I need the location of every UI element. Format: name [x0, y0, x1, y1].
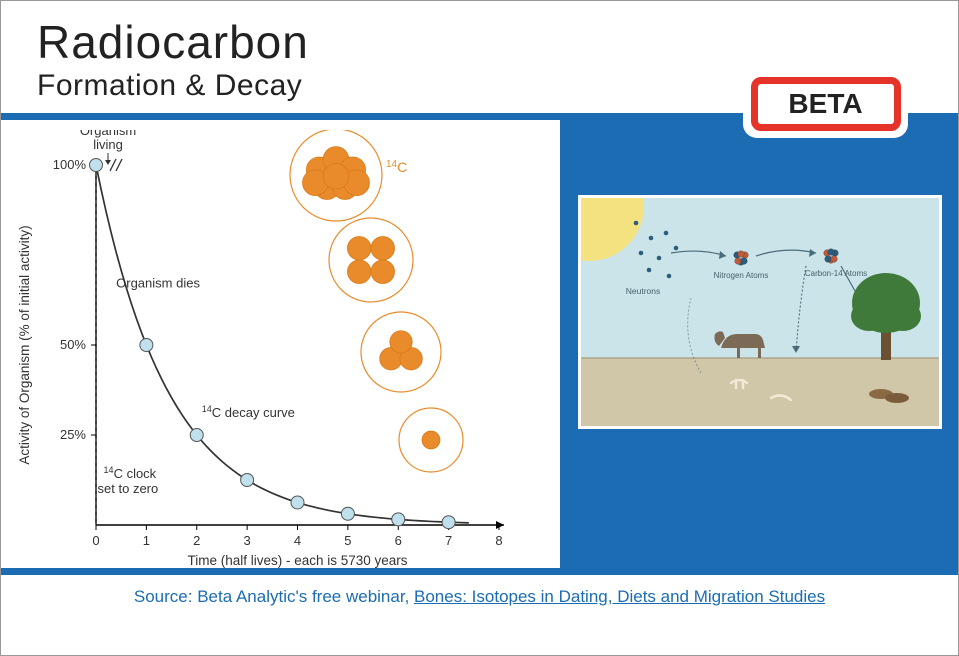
footer: Source: Beta Analytic's free webinar, Bo… [1, 575, 958, 619]
svg-text:Nitrogen Atoms: Nitrogen Atoms [714, 271, 769, 280]
svg-text:Organism dies: Organism dies [116, 275, 200, 290]
svg-text:4: 4 [294, 533, 301, 548]
svg-text:8: 8 [495, 533, 502, 548]
svg-text:1: 1 [143, 533, 150, 548]
svg-text:7: 7 [445, 533, 452, 548]
svg-text:14C decay curve: 14C decay curve [202, 404, 295, 420]
svg-text:Neutrons: Neutrons [626, 286, 661, 296]
divider-bottom [1, 568, 958, 575]
svg-text:100%: 100% [53, 157, 87, 172]
decay-chart-panel: 0 1 2 3 4 5 6 7 8 25% 50% 100% Time (half lives) - e… [1, 120, 560, 568]
svg-text:Activity of Organism (% of ini: Activity of Organism (% of initial activ… [17, 225, 32, 464]
beta-logo: BETA [743, 70, 908, 138]
svg-text:set to zero: set to zero [98, 481, 159, 496]
svg-text:6: 6 [395, 533, 402, 548]
svg-text:14C: 14C [386, 159, 407, 175]
beta-logo-text: BETA [751, 77, 901, 131]
svg-text:Carbon-14 Atoms: Carbon-14 Atoms [805, 269, 867, 278]
svg-text:living: living [93, 137, 123, 152]
svg-text:25%: 25% [60, 427, 86, 442]
svg-text:Time (half lives) - each is 57: Time (half lives) - each is 5730 years [187, 553, 407, 568]
carbon-cycle-diagram: Neutrons Nitrogen Atoms Carbon-14 Atoms [578, 195, 942, 429]
blue-panel: BETA NeutronsNitrogen AtomsCarbon-14 Ato… [560, 120, 958, 568]
svg-text:50%: 50% [60, 337, 86, 352]
footer-link[interactable]: Bones: Isotopes in Dating, Diets and Mig… [414, 587, 825, 606]
svg-text:0: 0 [92, 533, 99, 548]
svg-text:5: 5 [344, 533, 351, 548]
decay-chart: 0 1 2 3 4 5 6 7 8 25% 50% 100% Time (half lives) - e… [1, 130, 560, 568]
svg-text:14C clock: 14C clock [104, 465, 157, 481]
page-title: Radiocarbon [37, 15, 958, 69]
svg-text:2: 2 [193, 533, 200, 548]
svg-text:3: 3 [244, 533, 251, 548]
footer-prefix: Source: Beta Analytic's free webinar, [134, 587, 414, 606]
content-row: 0 1 2 3 4 5 6 7 8 25% 50% 100% Time (half lives) - e… [1, 120, 958, 568]
